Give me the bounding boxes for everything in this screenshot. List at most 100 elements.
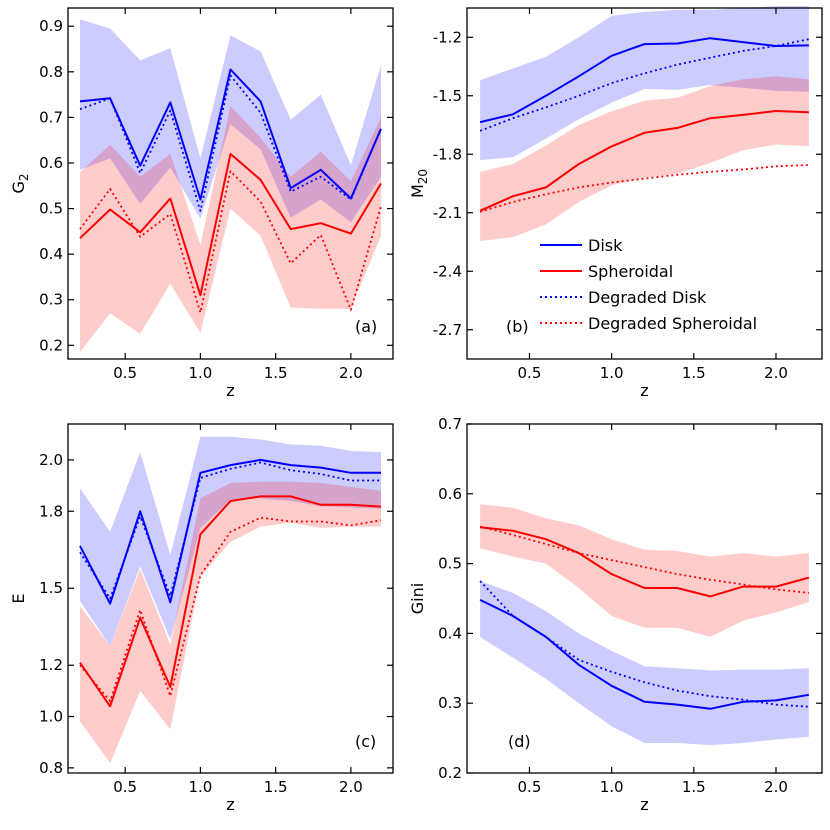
panel-a-axes: 0.5 1.0 1.5 2.0 0.2 0.3 0.4 0.5 0.6 0.7 0.8 0.9 z G2 [9, 7, 394, 400]
panel-d-axes: 0.5 1.0 1.5 2.0 0.2 0.3 0.4 0.5 0.6 0.7 z Gini [408, 415, 823, 814]
band-disk [80, 19, 381, 223]
y-axis-label: Gini [408, 583, 427, 614]
x-tick-label: 1.0 [600, 778, 624, 796]
y-tick-label: 0.4 [39, 245, 63, 263]
legend-label: Spheroidal [588, 262, 673, 281]
line-degraded-spheroidal [79, 516, 382, 702]
panel-a-tag: (a) [355, 317, 377, 336]
x-tick-label: 0.5 [518, 364, 542, 382]
y-tick-label: 0.7 [438, 415, 462, 433]
panel-b-tag: (b) [506, 317, 529, 336]
y-tick-label: 2.0 [39, 451, 63, 469]
x-tick-label: 1.5 [682, 364, 706, 382]
x-tick-label: 2.0 [339, 364, 363, 382]
x-tick-label: 1.5 [264, 364, 288, 382]
y-axis-label: G2 [9, 173, 31, 193]
x-tick-label: 2.0 [339, 778, 363, 796]
x-tick-label: 0.5 [518, 778, 542, 796]
y-tick-label: 1.2 [39, 656, 63, 674]
y-tick-label: -1.8 [433, 145, 462, 163]
y-tick-label: 1.8 [39, 502, 63, 520]
y-tick-label: 0.8 [39, 759, 63, 777]
band-spheroidal [80, 106, 381, 353]
y-tick-label: 0.6 [438, 485, 462, 503]
line-degraded-spheroidal [79, 170, 382, 314]
line-disk [479, 599, 810, 710]
panel-d-lines [479, 525, 810, 710]
line-degraded-disk [79, 461, 381, 600]
panel-b-bands [480, 6, 809, 241]
legend-label: Degraded Disk [588, 288, 707, 307]
panel-c-tag: (c) [355, 732, 376, 751]
axes-frame [466, 423, 823, 774]
x-tick-label: 1.5 [264, 778, 288, 796]
band-disk [480, 6, 809, 161]
x-tick-label: 1.0 [600, 364, 624, 382]
y-axis-label: M20 [408, 169, 430, 198]
y-tick-label: 0.9 [39, 17, 63, 35]
line-degraded-spheroidal [479, 525, 809, 594]
line-degraded-disk [479, 580, 809, 708]
y-tick-label: 0.2 [39, 336, 63, 354]
y-tick-label: 0.3 [438, 694, 462, 712]
x-tick-label: 1.0 [188, 364, 212, 382]
y-axis-label: E [9, 593, 28, 603]
panel-d: 0.5 1.0 1.5 2.0 0.2 0.3 0.4 0.5 0.6 0.7 z Gini (d) [408, 415, 823, 814]
y-tick-label: -2.4 [433, 262, 462, 280]
panel-c-bands [80, 436, 381, 764]
x-tick-label: 1.5 [682, 778, 706, 796]
legend: Disk Spheroidal Degraded Disk Degraded Sphe… [540, 236, 757, 333]
axes-frame [466, 7, 823, 360]
y-tick-label: 0.4 [438, 624, 462, 642]
y-tick-label: 0.5 [39, 200, 63, 218]
panel-c-axes: 0.5 1.0 1.5 2.0 0.8 1.0 1.2 1.5 1.8 2.0 z E [9, 423, 394, 814]
panel-d-tag: (d) [508, 732, 531, 751]
x-axis-label: z [640, 795, 648, 814]
panel-c: 0.5 1.0 1.5 2.0 0.8 1.0 1.2 1.5 1.8 2.0 z E (c) [9, 423, 394, 814]
panel-b-axes: 0.5 1.0 1.5 2.0 -2.7 -2.4 -2.1 -1.8 -1.5 -1.2 z M20 [408, 7, 823, 400]
panel-d-bands [480, 504, 809, 746]
panel-a: 0.5 1.0 1.5 2.00.20.30.40.50.60.70.80.9zG2 … [9, 7, 394, 400]
panel-b: 0.5 1.0 1.5 2.0 -2.7 -2.4 -2.1 -1.8 -1.5 -1.2 z M20… [408, 6, 823, 400]
line-spheroidal [79, 152, 382, 297]
x-axis-label: z [226, 795, 234, 814]
axes-frame [67, 7, 394, 360]
y-tick-label: 0.7 [39, 108, 63, 126]
y-tick-label: -2.1 [433, 204, 462, 222]
band-disk [480, 581, 809, 746]
axes-frame [67, 423, 394, 774]
band-spheroidal [480, 504, 809, 637]
x-tick-label: 0.5 [113, 778, 137, 796]
line-spheroidal [79, 495, 382, 708]
line-degraded-disk [79, 74, 382, 212]
panel-a-lines [79, 68, 382, 314]
y-tick-label: 0.3 [39, 291, 63, 309]
panel-b-lines [479, 37, 810, 213]
line-disk [79, 68, 382, 201]
panel-c-lines [79, 458, 382, 708]
x-tick-label: 1.0 [188, 778, 212, 796]
y-tick-label: 1.5 [39, 579, 63, 597]
x-tick-label: 2.0 [764, 364, 788, 382]
line-degraded-disk [479, 38, 810, 132]
y-tick-label: -1.2 [433, 28, 462, 46]
y-tick-label: 0.6 [39, 154, 63, 172]
x-tick-label: 0.5 [113, 364, 137, 382]
band-disk [80, 436, 381, 646]
line-spheroidal [479, 110, 809, 212]
band-spheroidal [80, 481, 381, 764]
y-tick-label: -2.7 [433, 321, 462, 339]
legend-label: Disk [588, 236, 623, 255]
legend-label: Degraded Spheroidal [588, 314, 757, 333]
line-degraded-spheroidal [479, 164, 809, 213]
x-axis-label: z [640, 381, 648, 400]
line-disk [479, 37, 809, 124]
y-tick-label: 0.5 [438, 555, 462, 573]
panel-a-bands [80, 19, 381, 353]
x-tick-label: 2.0 [764, 778, 788, 796]
x-axis-label: z [226, 381, 234, 400]
y-tick-label: 0.2 [438, 764, 462, 782]
y-tick-label: -1.5 [433, 87, 462, 105]
y-tick-label: 0.8 [39, 63, 63, 81]
